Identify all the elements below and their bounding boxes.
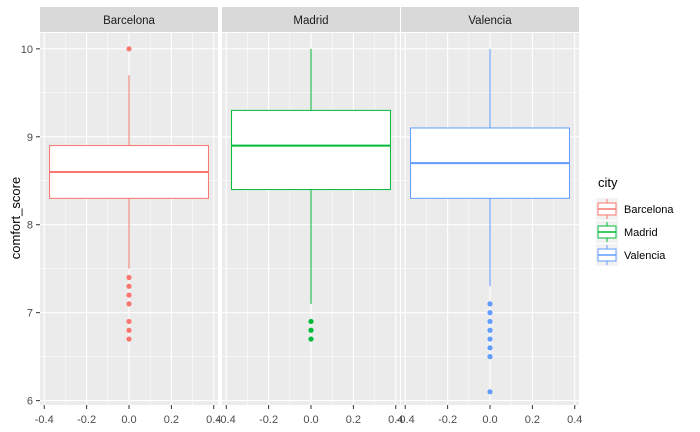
legend-title: city	[598, 175, 618, 190]
outlier-point	[487, 310, 493, 316]
x-tick-label: 0.0	[303, 414, 318, 426]
x-tick-label: 0.2	[525, 414, 540, 426]
y-tick-label: 10	[21, 44, 33, 56]
outlier-point	[126, 301, 132, 307]
x-tick-label: 0.2	[346, 414, 361, 426]
outlier-point	[487, 336, 493, 342]
outlier-point	[487, 318, 493, 325]
outlier-point	[487, 345, 493, 351]
facet-strip-label: Madrid	[293, 15, 328, 27]
panel-barcelona: Barcelona -0.4 -0.2 0.0 0.2 0.4	[35, 7, 221, 426]
y-tick-label: 6	[27, 396, 33, 408]
outlier-point	[126, 336, 132, 342]
facet-strip	[222, 7, 400, 32]
outlier-point	[308, 336, 314, 342]
outlier-point	[308, 318, 314, 325]
facet-strip-label: Valencia	[468, 15, 512, 27]
outlier-point	[126, 274, 132, 281]
panel-madrid: Madrid -0.4 -0.2 0.0 0.2 0.4	[217, 7, 403, 426]
legend-item-barcelona: Barcelona	[596, 198, 674, 220]
y-tick-label: 7	[27, 308, 33, 320]
outlier-point	[126, 46, 132, 52]
x-tick-label: 0.4	[567, 414, 582, 426]
y-tick-label: 9	[27, 132, 33, 144]
facet-strip-label: Barcelona	[103, 15, 155, 27]
x-tick-label: -0.4	[396, 414, 415, 426]
x-tick-label: 0.2	[164, 414, 179, 426]
outlier-point	[487, 327, 493, 333]
outlier-point	[487, 301, 493, 307]
x-tick-label: 0.4	[388, 414, 403, 426]
outlier-point	[126, 283, 132, 289]
legend-label: Madrid	[624, 227, 658, 239]
outlier-point	[126, 327, 132, 333]
box	[231, 109, 391, 191]
x-tick-label: -0.2	[438, 414, 457, 426]
outlier-point	[487, 354, 493, 360]
outlier-point	[126, 292, 132, 298]
legend-label: Barcelona	[624, 204, 674, 216]
x-tick-label: -0.2	[259, 414, 278, 426]
legend: city Barcelona Madrid Valencia	[596, 175, 674, 266]
facet-strip	[40, 7, 218, 32]
panel-valencia: Valencia -0.4 -0.2 0.0 0.2 0.4	[396, 7, 582, 426]
legend-item-valencia: Valencia	[596, 244, 666, 266]
y-axis-title: comfort_score	[8, 177, 23, 259]
x-tick-label: -0.4	[35, 414, 54, 426]
outlier-point	[126, 318, 132, 325]
facet-strip	[401, 7, 579, 32]
y-tick-label: 8	[27, 220, 33, 232]
x-tick-label: 0.0	[482, 414, 497, 426]
outlier-point	[308, 327, 314, 333]
y-axis: 6 7 8 9 10	[21, 44, 40, 408]
facet-panels: Barcelona -0.4 -0.2 0.0 0.2 0.4 Madrid -0.4 -0.2…	[35, 7, 582, 426]
legend-item-madrid: Madrid	[596, 221, 658, 243]
x-tick-label: -0.2	[77, 414, 96, 426]
legend-label: Valencia	[624, 250, 666, 262]
x-tick-label: -0.4	[217, 414, 236, 426]
outlier-point	[487, 389, 493, 395]
x-tick-label: 0.0	[121, 414, 136, 426]
x-tick-label: 0.4	[206, 414, 221, 426]
